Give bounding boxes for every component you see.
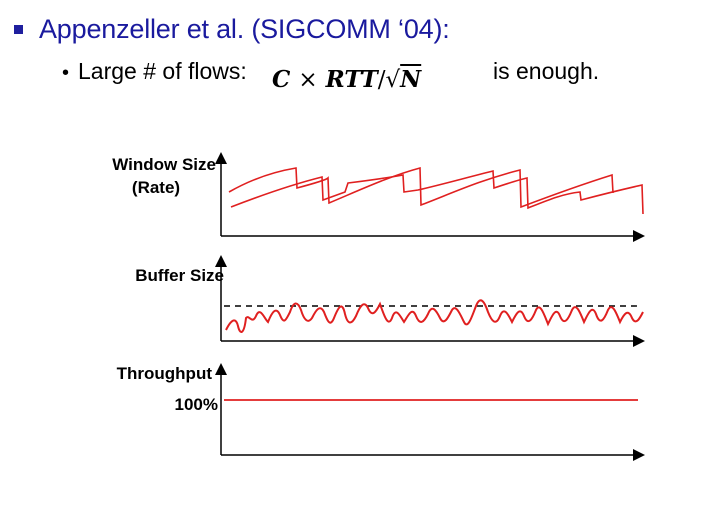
dot-bullet-icon: • (62, 62, 70, 84)
formula-times: × (298, 67, 318, 93)
buffer-occupancy-curve (225, 299, 644, 333)
bullet-level2: • Large # of flows: (62, 58, 247, 85)
bullet2-prefix: Large # of flows: (78, 58, 247, 84)
formula-sqrt: √ (385, 67, 401, 93)
window-flow-curve-2 (230, 169, 644, 215)
window-size-label-line2: (Rate) (131, 178, 181, 197)
bullet-level1: Appenzeller et al. (SIGCOMM ‘04): (14, 14, 450, 45)
formula-slash: / (377, 67, 386, 93)
bullet1-text: Appenzeller et al. (SIGCOMM ‘04): (39, 14, 450, 44)
buffer-formula: C × RTT/√N (272, 66, 421, 93)
formula-c: C (272, 66, 291, 93)
formula-rtt: RTT (325, 66, 378, 93)
window-flow-curve-1 (228, 166, 614, 209)
throughput-label: Throughput (116, 364, 212, 383)
formula-n: N (400, 66, 422, 93)
window-size-label-line1: Window Size (112, 155, 216, 174)
window-size-label: Window Size (Rate) (86, 153, 216, 199)
bullet2-suffix: is enough. (493, 58, 600, 84)
throughput-100-label: 100% (174, 395, 218, 414)
buffer-size-label: Buffer Size (135, 266, 224, 285)
square-bullet-icon (14, 25, 23, 34)
